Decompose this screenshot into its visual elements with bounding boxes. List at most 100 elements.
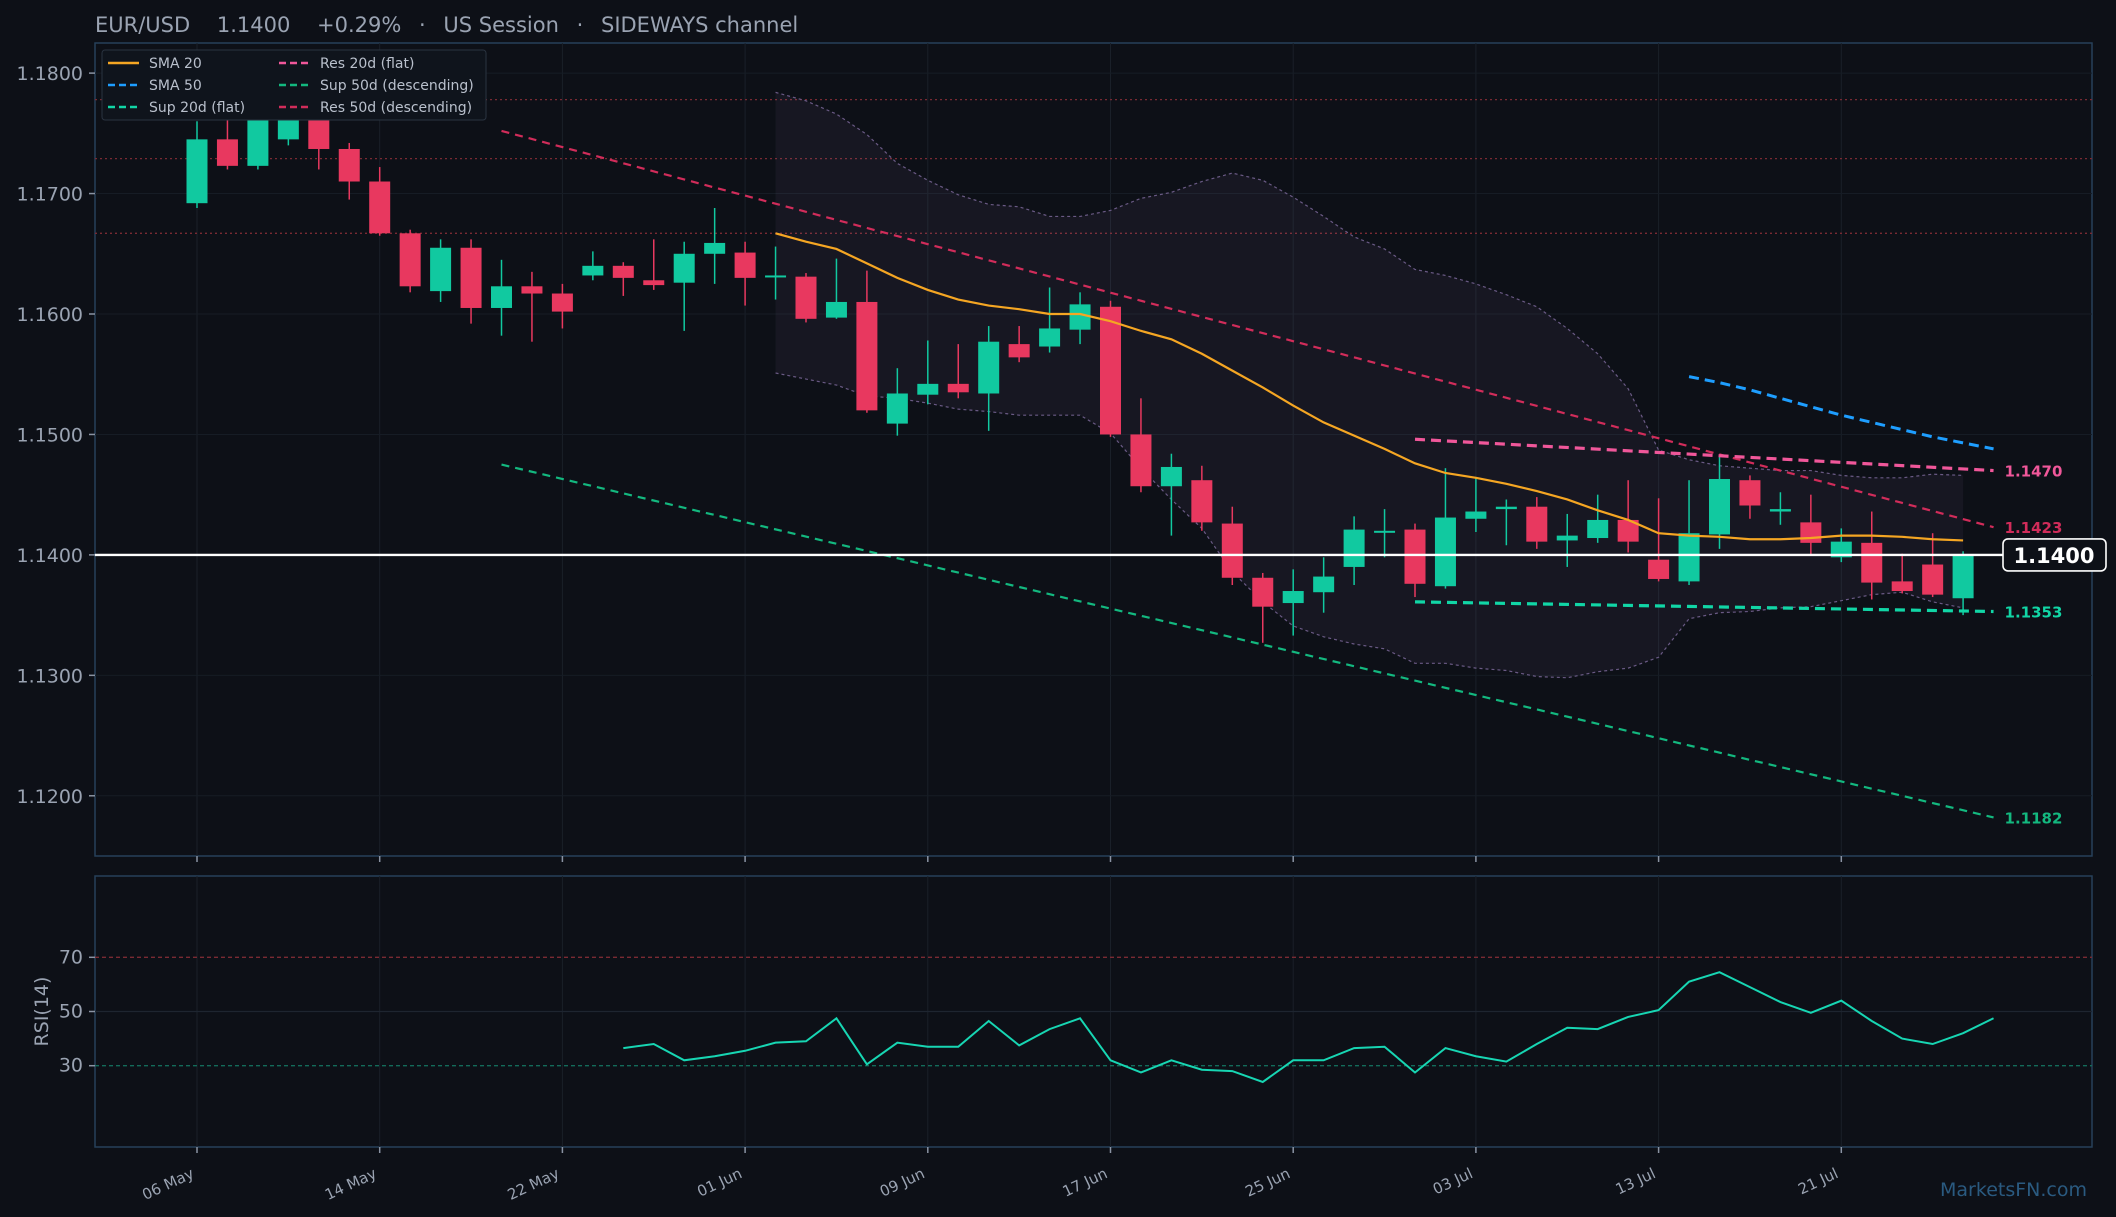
separator: · — [419, 13, 426, 37]
candle-body — [1039, 328, 1061, 347]
bollinger-upper-line — [775, 91, 1964, 479]
legend-label: SMA 50 — [149, 78, 202, 94]
session-label: US Session — [443, 13, 559, 37]
candle-body — [1069, 304, 1091, 330]
sup-50d-label: 1.1182 — [2005, 809, 2063, 827]
candle-body — [399, 233, 421, 287]
y-tick-label: 30 — [59, 1055, 83, 1077]
candle-body — [917, 383, 939, 395]
candle-body — [1648, 559, 1670, 579]
candle-body — [1800, 522, 1822, 543]
candle-body — [1739, 480, 1761, 506]
res-50d-line — [501, 129, 1994, 529]
candle-body — [1100, 306, 1121, 435]
candle-body — [521, 286, 543, 294]
candle-body — [1465, 511, 1487, 519]
candle-body — [1282, 591, 1304, 604]
y-tick-label: 1.1200 — [17, 786, 83, 808]
candle-body — [1343, 529, 1365, 567]
candle-body — [551, 293, 573, 312]
candle-body — [795, 276, 817, 319]
candle-body — [978, 341, 1000, 394]
sup-20d-label: 1.1353 — [2005, 603, 2063, 621]
rsi-axis-label: RSI(14) — [31, 977, 53, 1047]
candle-body — [856, 301, 878, 411]
candle-body — [186, 139, 208, 204]
bollinger-band-fill — [775, 92, 1964, 678]
sup-50d-line — [501, 463, 1994, 819]
candle-body — [1160, 466, 1182, 487]
res-20d-line — [1414, 437, 1994, 473]
candle-body — [216, 139, 238, 166]
change-label: +0.29% — [317, 13, 401, 37]
candle-body — [1769, 509, 1791, 512]
candle-body — [1891, 581, 1913, 592]
candle-body — [765, 275, 787, 278]
candle-body — [612, 265, 634, 278]
current-price-tag — [2002, 538, 2107, 572]
regime-label: SIDEWAYS channel — [601, 13, 798, 37]
candle-body — [886, 393, 908, 424]
legend-label: Res 50d (descending) — [320, 100, 472, 116]
candle-body — [369, 181, 391, 234]
sup-20d-line — [1414, 600, 1994, 614]
candle-body — [460, 247, 482, 308]
candle-body — [582, 265, 604, 276]
y-tick-label: 1.1500 — [17, 424, 83, 446]
legend-label: SMA 20 — [149, 56, 202, 72]
candle-body — [1374, 530, 1396, 533]
candle-body — [643, 280, 665, 286]
candle-body — [1861, 542, 1883, 583]
y-tick-label: 1.1700 — [17, 184, 83, 206]
legend-label: Sup 20d (flat) — [149, 100, 245, 116]
candle-body — [1830, 541, 1852, 558]
res-50d-label: 1.1423 — [2005, 519, 2063, 537]
candle-body — [1191, 480, 1213, 523]
candle-body — [1617, 519, 1639, 542]
rsi-line — [623, 971, 1994, 1084]
y-tick-label: 50 — [59, 1001, 83, 1023]
sma-20-line — [775, 232, 1964, 542]
chart-header: EUR/USD 1.1400 +0.29% · US Session · SID… — [95, 13, 798, 37]
candle-body — [1313, 576, 1335, 593]
price-label: 1.1400 — [217, 13, 290, 37]
candle-body — [1008, 344, 1030, 358]
current-price-tag-label: 1.1400 — [2013, 544, 2094, 568]
y-tick-label: 1.1800 — [17, 63, 83, 85]
candle-body — [825, 301, 847, 318]
candle-body — [704, 242, 726, 254]
sma-50-line — [1688, 375, 1994, 451]
legend-label: Res 20d (flat) — [320, 56, 414, 72]
price-panel-frame — [94, 42, 2093, 857]
candle-body — [430, 247, 452, 292]
candle-body — [1252, 577, 1274, 607]
candle-body — [673, 253, 695, 283]
candle-body — [338, 148, 360, 182]
candle-body — [1556, 535, 1578, 541]
bollinger-lower-line — [775, 372, 1964, 679]
symbol-label: EUR/USD — [95, 13, 190, 37]
candle-body — [1952, 554, 1974, 599]
candle-body — [1922, 564, 1944, 595]
candle-body — [1130, 434, 1152, 487]
candle-body — [1678, 533, 1700, 582]
candle-body — [1221, 523, 1243, 578]
y-tick-label: 1.1600 — [17, 304, 83, 326]
y-tick-label: 70 — [59, 946, 83, 968]
candle-body — [734, 252, 756, 278]
separator: · — [577, 13, 584, 37]
candle-body — [1709, 479, 1730, 535]
price-panel: 1.1200 1.1300 1.1400 1.1500 1.1600 1.1700 1.18… — [17, 42, 2107, 862]
watermark: MarketsFN.com — [1940, 1179, 2087, 1201]
y-tick-label: 1.1300 — [17, 665, 83, 687]
candle-body — [947, 383, 969, 393]
candle-body — [1495, 506, 1517, 510]
candle-body — [1434, 517, 1456, 587]
y-tick-label: 1.1400 — [17, 545, 83, 567]
chart-legend: SMA 20 Res 20d (flat) SMA 50 Sup 50d (desce… — [101, 49, 487, 121]
res-20d-label: 1.1470 — [2005, 463, 2063, 481]
candle-body — [1587, 519, 1609, 539]
legend-label: Sup 50d (descending) — [320, 78, 474, 94]
